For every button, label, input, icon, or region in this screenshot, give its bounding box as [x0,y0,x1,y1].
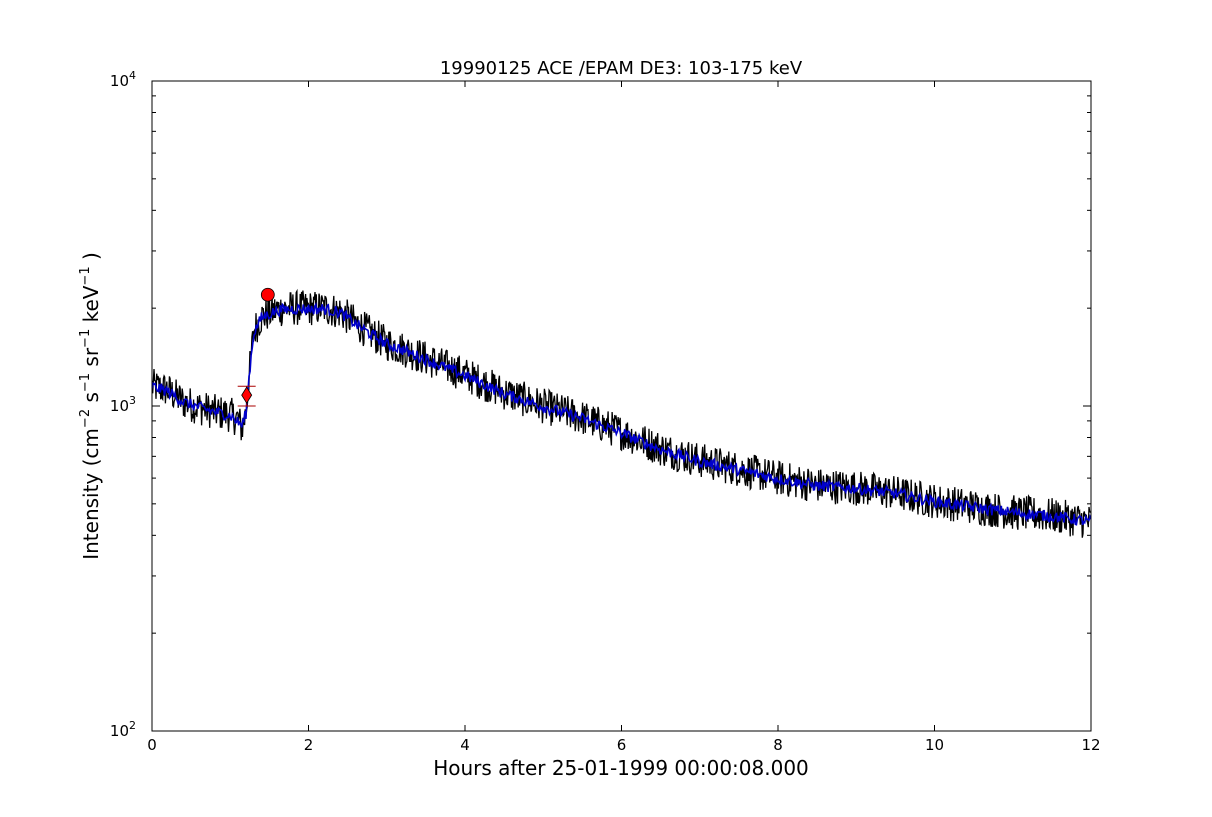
x-tick-label: 6 [617,736,627,754]
y-label-exp1: −2 [78,409,93,428]
marker-layer [237,287,275,407]
x-tick-label: 10 [925,736,944,754]
x-axis-label: Hours after 25-01-1999 00:00:08.000 [433,756,809,780]
series-smoothed-line [152,301,1091,526]
y-label-suffix: ) [79,252,103,266]
y-axis-label: Intensity (cm−2 s−1 sr−1 keV−1 ) [78,252,103,560]
x-tick-label: 8 [773,736,783,754]
y-axis: 102 103 104 [110,69,1091,740]
x-tick-label: 2 [304,736,314,754]
y-label-mid1: s [79,392,103,409]
y-label-exp4: −1 [78,266,93,285]
marker-circle [260,287,275,302]
x-tick-label: 4 [460,736,470,754]
y-label-exp2: −1 [78,373,93,392]
y-tick-label: 103 [110,394,136,415]
plot-frame [151,80,1092,732]
y-label-exp3: −1 [78,329,93,348]
x-tick-label: 12 [1081,736,1100,754]
y-tick-label: 104 [110,69,136,90]
y-label-mid3: keV [79,285,103,329]
series-layer [152,288,1091,538]
x-tick-label: 0 [147,736,157,754]
series-raw-line [152,288,1091,538]
x-axis: 0 2 4 6 8 10 12 [147,81,1101,754]
chart-title: 19990125 ACE /EPAM DE3: 103-175 keV [440,58,803,79]
y-label-mid2: sr [79,347,103,373]
y-label-prefix: Intensity (cm [79,428,103,560]
marker-diamond [241,386,253,404]
y-tick-label: 102 [110,719,136,740]
